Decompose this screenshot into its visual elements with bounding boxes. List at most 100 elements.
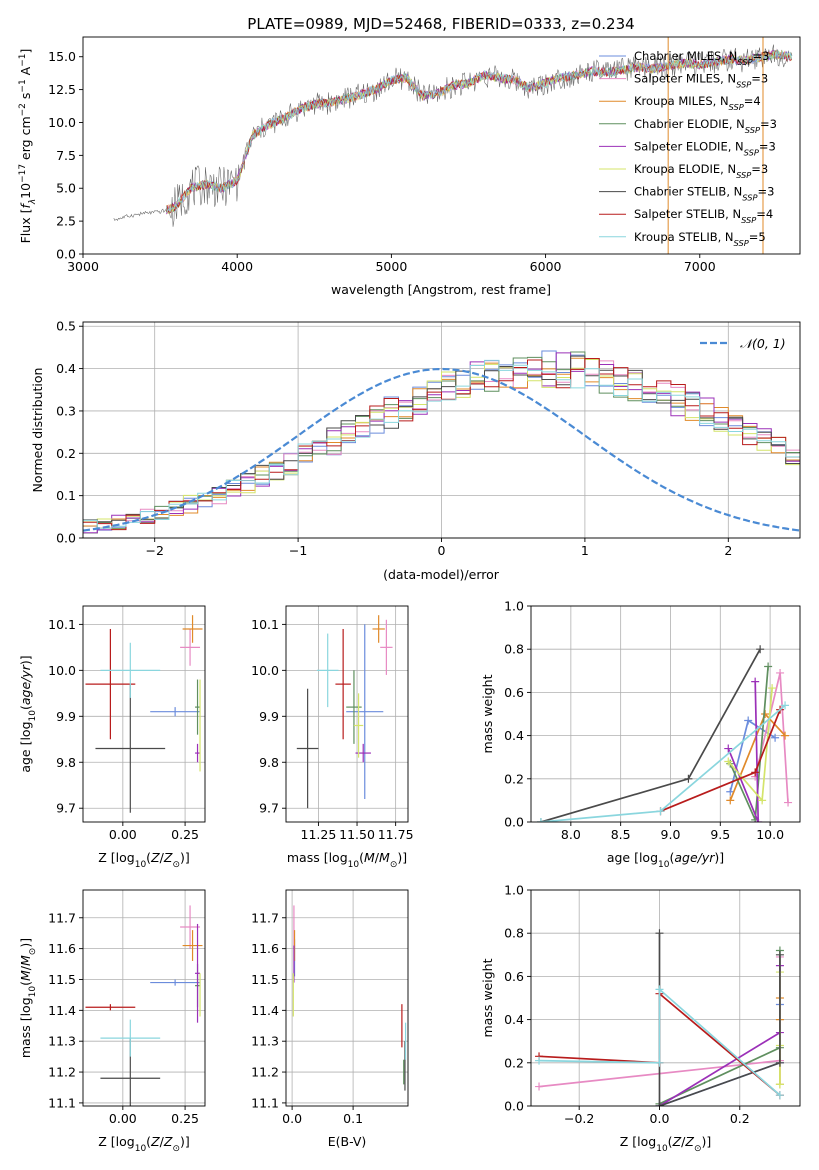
weight-marker	[536, 818, 545, 822]
tick-label-x: 4000	[221, 259, 253, 274]
weight-marker	[751, 768, 760, 777]
x-axis-label: age [log10(age/yr)]	[607, 850, 724, 870]
x-axis-label: E(B-V)	[328, 1134, 367, 1149]
tick-label-y: 0.6	[504, 969, 524, 984]
tick-label-y: 11.2	[48, 1065, 76, 1080]
plot-area-weight-vs-age	[536, 645, 793, 822]
axes-frame	[82, 889, 206, 1107]
tick-label-y: 9.9	[259, 709, 279, 724]
plot-area-residuals	[83, 350, 800, 534]
weight-marker	[656, 807, 665, 816]
tick-label-x: 7000	[684, 259, 716, 274]
tick-label-y: 10.1	[48, 617, 76, 632]
weight-marker	[684, 774, 693, 783]
histogram-series	[83, 359, 800, 530]
legend-label: Salpeter MILES, NSSP=3	[634, 72, 768, 90]
tick-label-y: 11.6	[48, 941, 76, 956]
tick-label-y: 0.8	[504, 926, 524, 941]
legend-label: Chabrier STELIB, NSSP=3	[634, 185, 774, 203]
tick-label-y: 15.0	[48, 49, 76, 64]
tick-label-y: 2.5	[56, 214, 76, 229]
tick-label-x: 0	[438, 543, 446, 558]
plot-area-age-vs-mass	[296, 615, 393, 809]
axes-frame	[530, 605, 801, 823]
legend-label: Kroupa MILES, NSSP=4	[634, 94, 761, 112]
weight-marker	[775, 1058, 784, 1067]
y-axis-label: mass weight	[480, 958, 495, 1037]
tick-label-y: 0.4	[504, 1012, 524, 1027]
tick-label-x: 1	[581, 543, 589, 558]
tick-label-y: 0.0	[504, 1099, 524, 1114]
tick-label-y: 11.7	[48, 910, 76, 925]
weight-marker	[535, 1082, 544, 1091]
legend: 𝒩(0, 1)	[700, 336, 786, 351]
tick-label-x: 6000	[530, 259, 562, 274]
tick-label-y: 0.5	[56, 319, 76, 334]
weight-marker	[771, 733, 780, 742]
tick-label-y: 0.2	[504, 1055, 524, 1070]
tick-label-x: 11.25	[301, 827, 337, 842]
weight-marker	[726, 796, 735, 805]
x-axis-label: mass [log10(M/M⊙)]	[287, 850, 407, 870]
tick-label-y: 9.8	[259, 755, 279, 770]
tick-label-y: 10.0	[251, 663, 279, 678]
tick-label-y: 10.0	[48, 115, 76, 130]
tick-label-x: 11.75	[378, 827, 414, 842]
x-axis-label: wavelength [Angstrom, rest frame]	[331, 282, 551, 297]
tick-label-y: 0.8	[504, 642, 524, 657]
x-axis-label: Z [log10(Z/Z⊙)]	[620, 1134, 712, 1154]
weight-marker	[724, 757, 733, 766]
tick-label-x: 0.2	[730, 1111, 750, 1126]
tick-label-y: 11.4	[251, 1003, 279, 1018]
tick-label-y: 1.0	[504, 883, 524, 898]
y-axis-label: Flux [fλ10−17 erg cm−2 s−1 A−1]	[18, 49, 38, 244]
figure-title: PLATE=0989, MJD=52468, FIBERID=0333, z=0…	[247, 15, 634, 33]
axes-mass-vs-ebv: 0.0 0.1 11.1 11.2 11.3 11.4 11.5 11.6 11.7 E(B-V)	[251, 889, 409, 1149]
weight-marker	[784, 798, 793, 807]
tick-label-y: 0.1	[56, 488, 76, 503]
axes-age-vs-mass: 11.25 11.50 11.75 9.7 9.8 9.9 10.0 10.1 mass [lo…	[251, 605, 414, 870]
tick-label-y: 9.8	[56, 755, 76, 770]
weight-marker	[775, 950, 784, 959]
tick-label-x: −2	[145, 543, 163, 558]
axes-frame	[285, 605, 409, 823]
tick-label-y: 5.0	[56, 181, 76, 196]
plots-layer: 3000 4000 5000 6000 70000.02.55.07.510.012.5…	[18, 36, 801, 1154]
tick-label-x: 0.0	[650, 1111, 670, 1126]
legend-label: 𝒩(0, 1)	[740, 336, 786, 351]
tick-label-y: 9.7	[259, 801, 279, 816]
legend-label: Salpeter ELODIE, NSSP=3	[634, 139, 776, 157]
plot-area-mass-vs-ebv	[292, 905, 407, 1091]
weight-marker	[655, 1102, 664, 1106]
tick-label-x: 9.5	[710, 827, 730, 842]
legend-label: Kroupa ELODIE, NSSP=3	[634, 162, 768, 180]
tick-label-y: 11.2	[251, 1065, 279, 1080]
tick-label-y: 0.0	[504, 815, 524, 830]
legend-label: Chabrier ELODIE, NSSP=3	[634, 117, 777, 135]
legend: Chabrier MILES, NSSP=3 Salpeter MILES, NS…	[599, 49, 777, 248]
tick-label-y: 0.4	[504, 728, 524, 743]
weight-marker	[655, 929, 664, 938]
weight-marker	[655, 985, 664, 994]
weight-marker	[764, 662, 773, 671]
tick-label-y: 0.2	[56, 446, 76, 461]
tick-label-y: 11.7	[251, 910, 279, 925]
tick-label-y: 10.0	[48, 663, 76, 678]
tick-label-x: 3000	[67, 259, 99, 274]
tick-label-x: 9.0	[661, 827, 681, 842]
legend-label: Salpeter STELIB, NSSP=4	[634, 207, 773, 225]
plot-area-spectrum	[113, 37, 793, 254]
tick-label-y: 0.0	[56, 247, 76, 262]
x-axis-label: Z [log10(Z/Z⊙)]	[98, 850, 190, 870]
normal-curve	[83, 367, 800, 532]
tick-label-y: 10.1	[251, 617, 279, 632]
y-axis-label: age [log10(age/yr)]	[18, 655, 38, 772]
weight-marker	[655, 1058, 664, 1067]
weight-marker	[724, 744, 733, 753]
axes-weight-vs-Z: −0.2 0.0 0.2 0.0 0.2 0.4 0.6 0.8 1.0 Z [log10(Z/Z…	[480, 883, 801, 1154]
tick-label-x: 0.25	[171, 827, 199, 842]
weight-marker	[775, 1091, 784, 1100]
tick-label-x: 8.5	[611, 827, 631, 842]
axes-frame	[530, 889, 801, 1107]
